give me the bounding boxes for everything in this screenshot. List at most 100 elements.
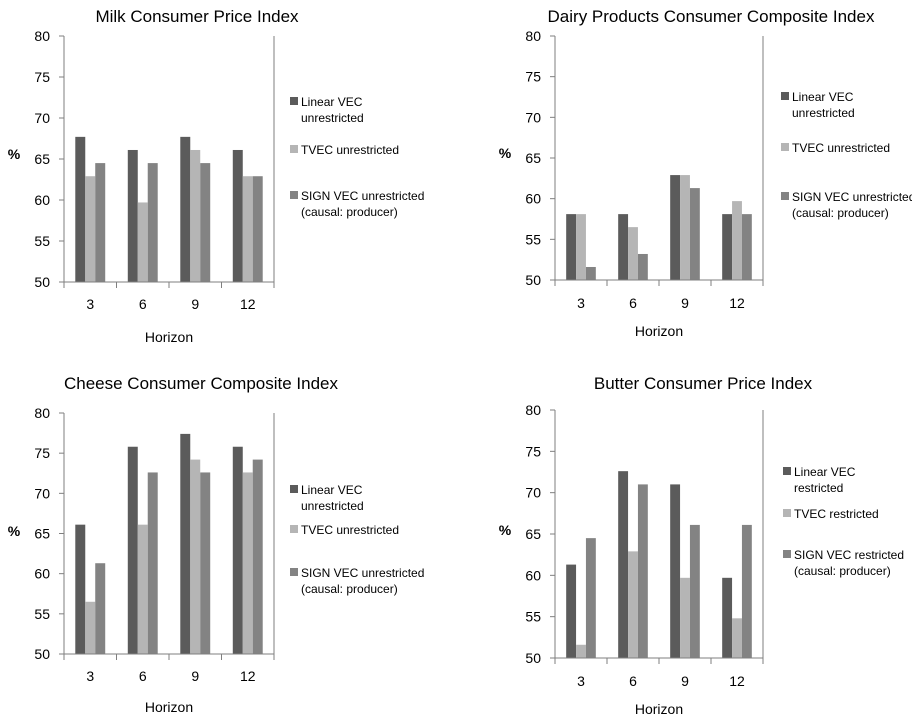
bar (252, 176, 263, 282)
bar (576, 214, 586, 280)
x-tick-label: 12 (240, 296, 256, 312)
legend-label: Linear VEC (794, 465, 856, 479)
bar (637, 253, 648, 280)
x-axis-label: Horizon (635, 701, 683, 717)
x-axis-label: Horizon (145, 329, 193, 345)
bar (180, 433, 191, 654)
legend-label: TVEC restricted (794, 507, 879, 521)
legend-swatch (781, 143, 789, 151)
bar (242, 472, 253, 654)
chart-title: Dairy Products Consumer Composite Index (548, 7, 875, 26)
bar (585, 266, 596, 280)
x-tick-label: 9 (681, 673, 689, 689)
legend-swatch (290, 568, 298, 576)
y-tick-label: 65 (34, 526, 50, 542)
legend-label: (causal: producer) (301, 582, 398, 596)
x-tick-label: 3 (577, 295, 585, 311)
legend-label: SIGN VEC unrestricted (792, 190, 912, 204)
y-tick-label: 55 (525, 231, 541, 247)
x-tick-label: 3 (86, 296, 94, 312)
chart-title: Butter Consumer Price Index (594, 374, 813, 393)
bar (585, 538, 596, 658)
bar (75, 136, 86, 282)
bar (127, 149, 138, 282)
bar (732, 618, 742, 658)
y-axis-label: % (8, 523, 21, 539)
legend-swatch (783, 467, 791, 475)
legend-label: (causal: producer) (792, 206, 889, 220)
bar (741, 214, 752, 280)
y-tick-label: 75 (525, 69, 541, 85)
x-tick-label: 12 (240, 668, 256, 684)
legend-label: unrestricted (301, 111, 364, 125)
chart-title: Milk Consumer Price Index (95, 7, 299, 26)
y-tick-label: 70 (34, 110, 50, 126)
bar (618, 214, 629, 280)
legend-swatch (781, 192, 789, 200)
chart-panel: Butter Consumer Price Index 50 55 60 65 70 75 8… (499, 374, 904, 717)
legend-label: Linear VEC (301, 95, 363, 109)
chart-panel: Milk Consumer Price Index 50 55 60 65 70 75 80 3… (8, 7, 425, 345)
y-tick-label: 75 (34, 69, 50, 85)
legend-label: SIGN VEC unrestricted (301, 189, 424, 203)
y-tick-label: 75 (525, 443, 541, 459)
y-tick-label: 55 (34, 606, 50, 622)
bar (618, 471, 629, 658)
legend-swatch (783, 509, 791, 517)
y-tick-label: 75 (34, 445, 50, 461)
legend-label: restricted (794, 481, 843, 495)
legend-swatch (290, 191, 298, 199)
legend-swatch (290, 525, 298, 533)
bar (242, 176, 253, 282)
bar (628, 551, 638, 658)
x-axis-label: Horizon (635, 323, 683, 339)
y-tick-label: 50 (34, 646, 50, 662)
y-tick-label: 80 (34, 405, 50, 421)
legend-label: SIGN VEC restricted (794, 548, 904, 562)
chart-title: Cheese Consumer Composite Index (64, 374, 339, 393)
x-tick-label: 12 (729, 295, 745, 311)
bar (95, 163, 106, 282)
legend-label: unrestricted (301, 499, 364, 513)
legend-swatch (783, 550, 791, 558)
x-tick-label: 6 (629, 295, 637, 311)
bar (95, 563, 106, 654)
y-axis-label: % (499, 145, 512, 161)
y-tick-label: 65 (34, 151, 50, 167)
y-tick-label: 70 (525, 109, 541, 125)
x-tick-label: 6 (629, 673, 637, 689)
x-tick-label: 3 (577, 673, 585, 689)
bar (200, 163, 211, 282)
bar (637, 484, 648, 658)
x-tick-label: 6 (139, 668, 147, 684)
y-tick-label: 50 (34, 274, 50, 290)
y-tick-label: 50 (525, 272, 541, 288)
bar (732, 201, 742, 280)
bar (670, 484, 681, 658)
bar (85, 601, 96, 654)
legend-label: Linear VEC (792, 90, 854, 104)
legend-label: (causal: producer) (301, 205, 398, 219)
legend-swatch (290, 145, 298, 153)
legend-swatch (290, 97, 298, 105)
bar (741, 524, 752, 658)
y-tick-label: 80 (525, 28, 541, 44)
bar (689, 188, 700, 280)
bar (252, 459, 263, 654)
chart-panel: Dairy Products Consumer Composite Index 5… (499, 7, 912, 339)
bar (722, 214, 733, 280)
chart-panel: Cheese Consumer Composite Index 50 55 60 65 7… (8, 374, 425, 715)
bar (576, 644, 586, 658)
bar (628, 227, 638, 280)
legend-label: TVEC unrestricted (301, 523, 399, 537)
x-tick-label: 9 (191, 296, 199, 312)
x-tick-label: 6 (139, 296, 147, 312)
y-tick-label: 60 (34, 192, 50, 208)
bar (670, 175, 681, 280)
x-axis-label: Horizon (145, 699, 193, 715)
y-axis-label: % (8, 146, 21, 162)
y-tick-label: 70 (34, 485, 50, 501)
x-tick-label: 12 (729, 673, 745, 689)
bar (75, 524, 86, 654)
